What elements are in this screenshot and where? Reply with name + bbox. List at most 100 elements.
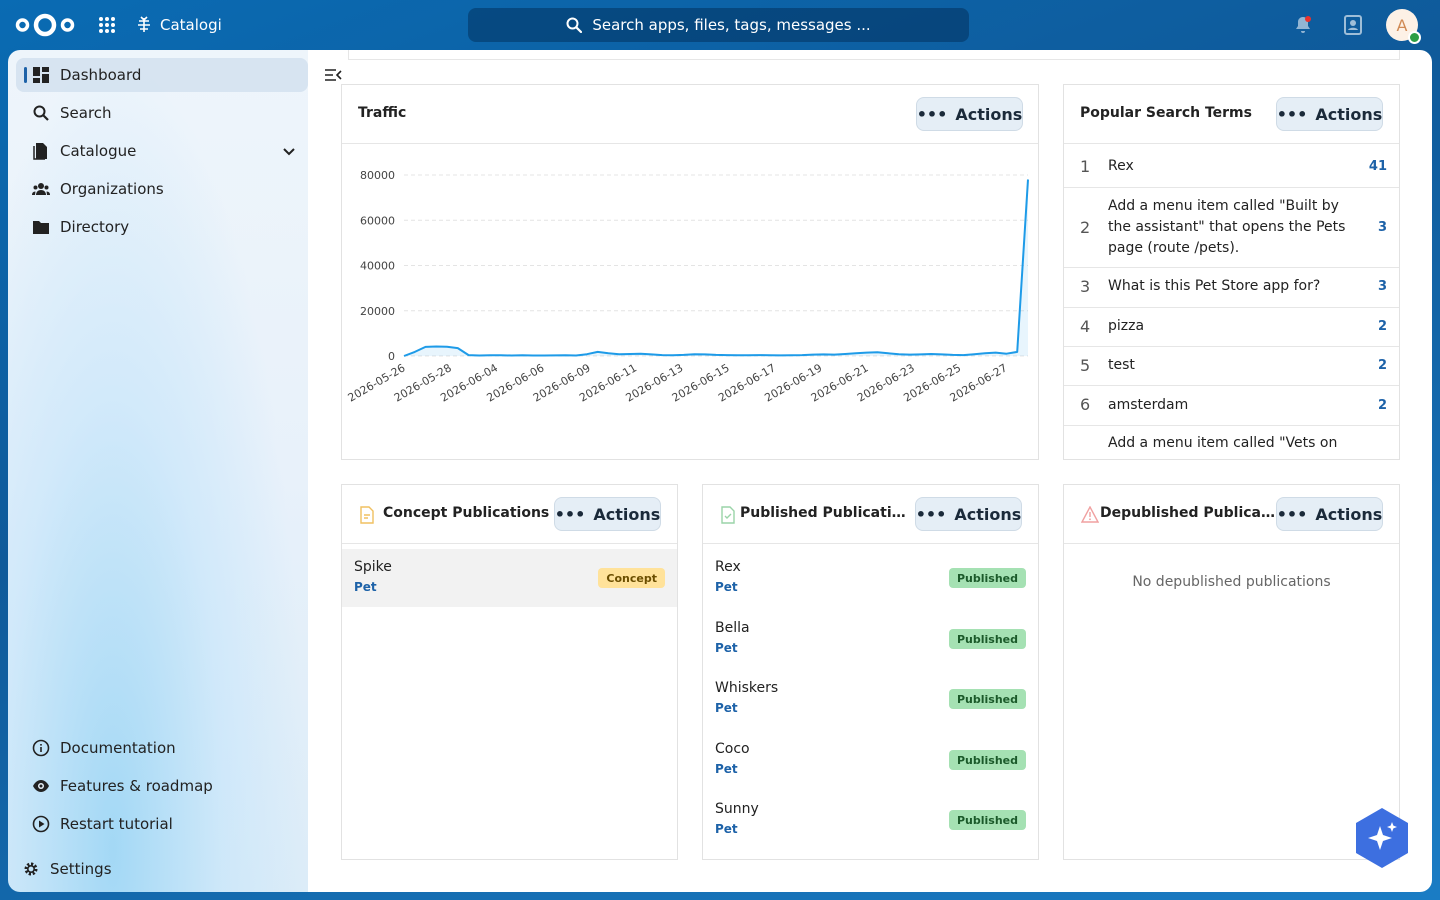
publication-type[interactable]: Pet bbox=[354, 580, 377, 594]
search-term-row[interactable]: 5 test 2 bbox=[1064, 347, 1399, 386]
top-card-edge bbox=[348, 50, 1400, 60]
folder-icon bbox=[33, 221, 49, 234]
info-icon bbox=[32, 739, 50, 757]
search-terms-title: Popular Search Terms bbox=[1080, 105, 1252, 121]
publication-row[interactable]: Coco Pet Published bbox=[703, 731, 1038, 789]
file-icon bbox=[33, 143, 47, 160]
contacts-icon[interactable] bbox=[1341, 13, 1365, 37]
depublished-title: Depublished Publications bbox=[1100, 505, 1276, 521]
search-term-row[interactable]: 1 Rex 41 bbox=[1064, 145, 1399, 188]
publication-type[interactable]: Pet bbox=[715, 762, 738, 776]
search-icon bbox=[33, 105, 49, 121]
chevron-down-icon[interactable] bbox=[280, 142, 298, 160]
empty-state-text: No depublished publications bbox=[1132, 574, 1331, 590]
publication-type[interactable]: Pet bbox=[715, 641, 738, 655]
publication-row[interactable]: Spike Pet Concept bbox=[342, 549, 677, 607]
publication-name: Coco bbox=[715, 741, 750, 757]
publication-row[interactable]: Whiskers Pet Published bbox=[703, 670, 1038, 728]
nav-item-dashboard[interactable]: Dashboard bbox=[16, 58, 308, 92]
term-count: 3 bbox=[1377, 279, 1387, 294]
main-content: Traffic ••• Actions 0 20000 40000 60000 8000… bbox=[308, 50, 1432, 892]
y-tick-label: 60000 bbox=[360, 214, 395, 227]
notifications-icon[interactable] bbox=[1291, 13, 1315, 37]
published-actions-button[interactable]: ••• Actions bbox=[915, 497, 1022, 531]
alert-icon bbox=[1081, 506, 1099, 523]
nav-item-organizations[interactable]: Organizations bbox=[16, 172, 308, 206]
nav-label: Directory bbox=[60, 218, 130, 236]
nav-label: Restart tutorial bbox=[60, 815, 173, 833]
app-menu-icon[interactable] bbox=[96, 14, 118, 36]
nextcloud-logo[interactable] bbox=[14, 12, 76, 38]
publication-name: Sunny bbox=[715, 801, 759, 817]
search-terms-actions-button[interactable]: ••• Actions bbox=[1276, 97, 1383, 131]
search-term-row[interactable]: Add a menu item called "Vets on bbox=[1064, 426, 1399, 459]
traffic-chart: 0200004000060000800002026-05-262026-05-2… bbox=[346, 169, 1029, 405]
publication-row[interactable]: Bella Pet Published bbox=[703, 610, 1038, 668]
actions-label: Actions bbox=[593, 504, 661, 524]
status-badge: Published bbox=[948, 629, 1026, 649]
nav-item-catalogue[interactable]: Catalogue bbox=[16, 134, 308, 168]
traffic-card: Traffic ••• Actions 0 20000 40000 60000 8000… bbox=[341, 84, 1039, 460]
card-header: Traffic ••• Actions bbox=[342, 85, 1038, 144]
assistant-sparkle-icon[interactable] bbox=[1356, 808, 1408, 868]
publication-row[interactable]: Rex Pet Published bbox=[703, 549, 1038, 607]
nav-item-restart-tutorial[interactable]: Restart tutorial bbox=[16, 807, 308, 841]
top-bar: Catalogi Search apps, files, tags, messa… bbox=[0, 0, 1440, 50]
traffic-actions-button[interactable]: ••• Actions bbox=[916, 97, 1023, 131]
nav-item-features-roadmap[interactable]: Features & roadmap bbox=[16, 769, 308, 803]
status-badge: Published bbox=[948, 689, 1026, 709]
actions-label: Actions bbox=[1315, 104, 1383, 124]
nav-item-settings[interactable]: Settings bbox=[8, 852, 300, 886]
nav-label: Documentation bbox=[60, 739, 176, 757]
publication-row[interactable]: Sunny Pet Published bbox=[703, 791, 1038, 849]
catalogi-icon bbox=[138, 16, 150, 32]
y-tick-label: 80000 bbox=[360, 169, 395, 182]
app-name-link[interactable]: Catalogi bbox=[134, 13, 222, 37]
people-icon bbox=[32, 183, 50, 195]
user-avatar[interactable]: A bbox=[1386, 9, 1421, 44]
nav-label: Dashboard bbox=[60, 66, 142, 84]
concept-actions-button[interactable]: ••• Actions bbox=[554, 497, 661, 531]
search-term-row[interactable]: 3 What is this Pet Store app for? 3 bbox=[1064, 268, 1399, 308]
term-count: 3 bbox=[1377, 220, 1387, 235]
play-icon bbox=[32, 815, 50, 833]
search-term-row[interactable]: 4 pizza 2 bbox=[1064, 308, 1399, 347]
publication-type[interactable]: Pet bbox=[715, 822, 738, 836]
publication-type[interactable]: Pet bbox=[715, 580, 738, 594]
unified-search[interactable]: Search apps, files, tags, messages ... bbox=[468, 8, 969, 42]
search-term-row[interactable]: 2 Add a menu item called "Built by the a… bbox=[1064, 188, 1399, 268]
nav-item-search[interactable]: Search bbox=[16, 96, 308, 130]
nav-item-documentation[interactable]: Documentation bbox=[16, 731, 308, 765]
eye-icon bbox=[33, 780, 49, 792]
app-name-label: Catalogi bbox=[160, 16, 222, 34]
published-publications-card: Published Publications ••• Actions Rex P… bbox=[702, 484, 1039, 860]
search-placeholder: Search apps, files, tags, messages ... bbox=[592, 16, 871, 34]
card-header: Popular Search Terms ••• Actions bbox=[1064, 85, 1399, 144]
file-edit-icon bbox=[360, 506, 374, 524]
term-rank: 5 bbox=[1080, 356, 1091, 375]
y-tick-label: 20000 bbox=[360, 305, 395, 318]
more-dots-icon: ••• bbox=[554, 504, 586, 524]
navigation-toggle-icon[interactable] bbox=[324, 66, 342, 84]
search-icon bbox=[566, 17, 583, 33]
y-tick-label: 0 bbox=[388, 350, 395, 363]
status-badge: Published bbox=[948, 810, 1026, 830]
nav-item-directory[interactable]: Directory bbox=[16, 210, 308, 244]
term-count: 41 bbox=[1368, 159, 1387, 174]
depublished-actions-button[interactable]: ••• Actions bbox=[1276, 497, 1383, 531]
avatar-initial: A bbox=[1396, 15, 1408, 35]
search-term-row[interactable]: 6 amsterdam 2 bbox=[1064, 386, 1399, 426]
nav-label: Catalogue bbox=[60, 142, 137, 160]
term-count: 2 bbox=[1377, 358, 1387, 373]
card-header: Published Publications ••• Actions bbox=[703, 485, 1038, 544]
traffic-area bbox=[404, 179, 1028, 356]
publication-type[interactable]: Pet bbox=[715, 701, 738, 715]
dashboard-icon bbox=[33, 67, 49, 83]
card-header: Concept Publications ••• Actions bbox=[342, 485, 677, 544]
actions-label: Actions bbox=[954, 504, 1022, 524]
concept-publications-card: Concept Publications ••• Actions Spike P… bbox=[341, 484, 678, 860]
term-text: Add a menu item called "Built by the ass… bbox=[1108, 198, 1346, 256]
published-title: Published Publications bbox=[740, 505, 915, 521]
term-rank: 4 bbox=[1080, 317, 1091, 336]
term-count: 2 bbox=[1377, 319, 1387, 334]
